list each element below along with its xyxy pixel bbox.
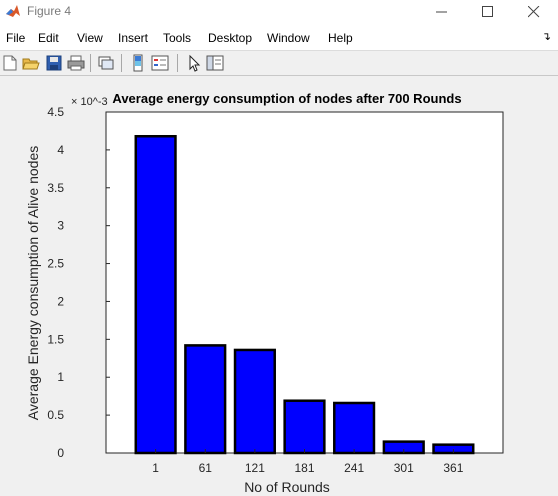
y-tick-label: 0.5 xyxy=(47,408,64,422)
insert-legend-icon[interactable] xyxy=(151,54,169,72)
menu-bar: File Edit View Insert Tools Desktop Wind… xyxy=(0,24,558,51)
matlab-logo-icon xyxy=(6,5,20,17)
y-tick-label: 3.5 xyxy=(47,181,64,195)
bar-1 xyxy=(134,134,177,455)
insert-colorbar-icon[interactable] xyxy=(129,54,147,72)
bar-241 xyxy=(333,401,376,455)
toolbar-separator xyxy=(90,54,91,72)
y-tick-label: 4 xyxy=(57,143,64,157)
close-icon xyxy=(528,6,540,18)
menu-desktop[interactable]: Desktop xyxy=(208,31,253,45)
minimize-icon xyxy=(436,11,447,13)
toolbar-separator xyxy=(121,54,122,72)
y-tick-label: 2.5 xyxy=(47,257,64,271)
chart-title: Average energy consumption of nodes afte… xyxy=(112,91,461,106)
window-title: Figure 4 xyxy=(27,4,72,18)
x-tick-label: 181 xyxy=(294,461,314,475)
x-tick-label: 301 xyxy=(394,461,414,475)
menu-tools[interactable]: Tools xyxy=(163,31,192,45)
y-tick-label: 0 xyxy=(57,446,64,460)
y-tick-label: 1 xyxy=(57,370,64,384)
y-tick-label: 4.5 xyxy=(47,105,64,119)
menu-edit[interactable]: Edit xyxy=(38,31,59,45)
x-axis: 1 61 121 181 241 301 361 xyxy=(152,449,464,475)
y-tick-label: 1.5 xyxy=(47,332,64,346)
bar-181 xyxy=(283,399,326,455)
save-icon[interactable] xyxy=(45,54,63,72)
bars-group xyxy=(134,134,475,455)
bar-121 xyxy=(233,348,276,455)
new-figure-icon[interactable] xyxy=(1,54,19,72)
x-tick-label: 241 xyxy=(344,461,364,475)
minimize-button[interactable] xyxy=(419,0,465,24)
menu-window[interactable]: Window xyxy=(267,31,310,45)
close-button[interactable] xyxy=(511,0,557,24)
maximize-icon xyxy=(482,6,493,17)
y-tick-label: 2 xyxy=(57,294,64,308)
open-property-inspector-icon[interactable] xyxy=(206,54,224,72)
x-tick-label: 1 xyxy=(152,461,159,475)
print-icon[interactable] xyxy=(67,54,85,72)
figure-toolbar xyxy=(0,51,558,76)
x-tick-label: 121 xyxy=(245,461,265,475)
menu-insert[interactable]: Insert xyxy=(118,31,149,45)
link-plot-icon[interactable] xyxy=(97,54,115,72)
menu-file[interactable]: File xyxy=(6,31,26,45)
dock-arrow-icon[interactable]: ↴ xyxy=(541,31,551,43)
x-tick-label: 61 xyxy=(199,461,213,475)
menu-help[interactable]: Help xyxy=(328,31,353,45)
y-axis-label: Average Energy consumption of Alive node… xyxy=(25,146,41,420)
edit-plot-icon[interactable] xyxy=(185,54,203,72)
x-axis-label: No of Rounds xyxy=(244,479,330,495)
window-title-bar: Figure 4 xyxy=(0,0,558,24)
open-file-icon[interactable] xyxy=(22,54,40,72)
menu-view[interactable]: View xyxy=(77,31,103,45)
y-exponent-label: × 10^-3 xyxy=(71,96,108,108)
bar-chart: 00.511.522.533.544.5 1 61 121 181 241 301 361 … xyxy=(25,91,504,495)
y-axis: 0 0.5 1 1.5 2 2.5 3 3.5 4 4.5 xyxy=(47,105,110,460)
y-tick-label: 3 xyxy=(57,219,64,233)
maximize-button[interactable] xyxy=(465,0,511,24)
x-tick-label: 361 xyxy=(443,461,463,475)
bar-61 xyxy=(184,344,227,455)
toolbar-separator xyxy=(177,54,178,72)
